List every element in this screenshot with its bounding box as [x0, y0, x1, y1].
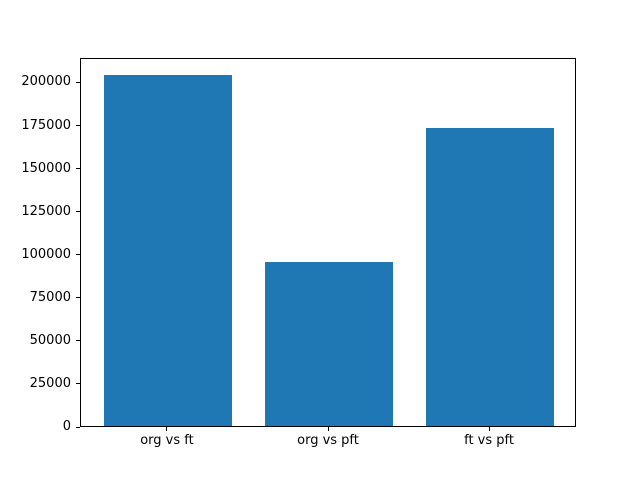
x-axis-tick [488, 427, 490, 431]
y-axis-tick [76, 297, 80, 299]
bar [103, 74, 233, 426]
y-axis-tick [76, 168, 80, 170]
y-axis-tick-label: 50000 [29, 332, 71, 348]
x-axis-tick-label: org vs ft [140, 433, 194, 448]
y-axis-tick-label: 25000 [29, 375, 71, 391]
y-axis-tick [76, 383, 80, 385]
y-axis-tick [76, 81, 80, 83]
x-axis-tick [327, 427, 329, 431]
y-axis-tick [76, 211, 80, 213]
y-axis-tick-label: 75000 [29, 289, 71, 305]
x-axis-tick-label: org vs pft [297, 433, 359, 448]
y-axis-tick [76, 340, 80, 342]
y-axis-tick [76, 426, 80, 428]
y-axis-tick-label: 175000 [21, 117, 71, 133]
x-axis-tick [166, 427, 168, 431]
y-axis-tick-label: 200000 [21, 74, 71, 90]
plot-area [80, 58, 576, 427]
y-axis-tick [76, 125, 80, 127]
y-axis-tick [76, 254, 80, 256]
bar [425, 127, 555, 426]
y-axis-tick-label: 125000 [21, 203, 71, 219]
y-axis-tick-label: 150000 [21, 160, 71, 176]
y-axis-tick-label: 0 [62, 419, 71, 434]
x-axis-tick-label: ft vs pft [464, 433, 514, 448]
y-axis-tick-label: 100000 [21, 246, 71, 262]
bar [264, 262, 394, 426]
